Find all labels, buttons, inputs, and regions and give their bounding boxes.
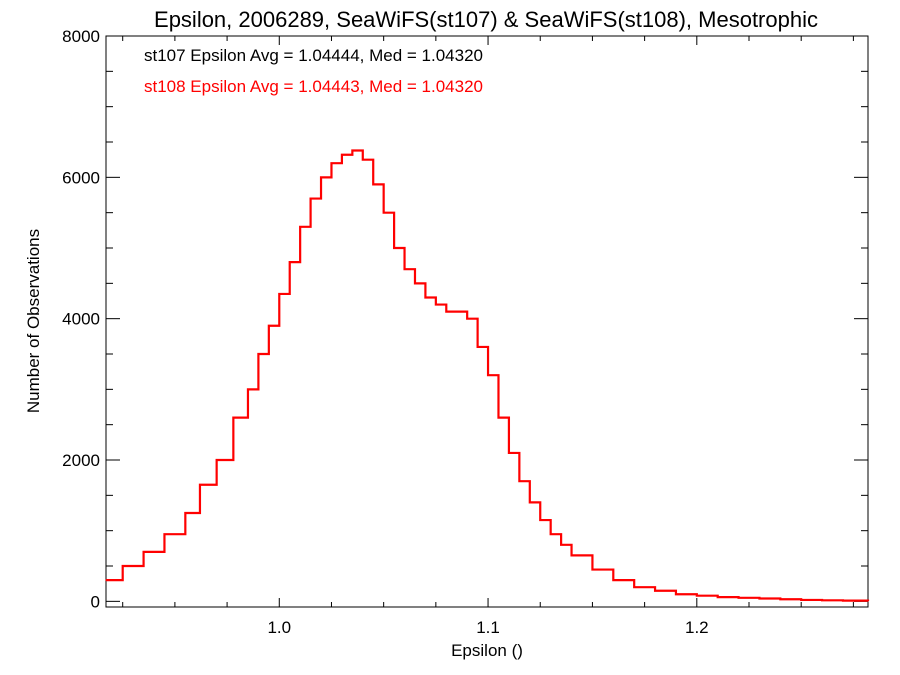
data-point — [414, 282, 416, 284]
y-tick-label: 8000 — [62, 27, 100, 46]
x-tick-label: 1.2 — [685, 618, 709, 637]
data-point — [424, 296, 427, 299]
data-point — [867, 600, 869, 602]
data-point — [184, 512, 186, 514]
data-point — [341, 154, 343, 156]
data-point — [466, 318, 468, 320]
data-point — [330, 162, 333, 164]
data-point — [800, 599, 802, 601]
data-point — [591, 568, 594, 571]
y-tick-label: 4000 — [62, 310, 100, 329]
data-point — [163, 533, 166, 535]
data-point — [737, 597, 740, 599]
data-point — [717, 596, 719, 598]
data-point — [497, 417, 500, 419]
series-line — [106, 149, 870, 602]
data-point — [289, 261, 291, 263]
data-point — [456, 311, 458, 313]
data-point — [351, 149, 353, 152]
y-tick-label: 6000 — [62, 168, 100, 187]
plot-frame — [105, 35, 869, 608]
data-point — [199, 484, 201, 486]
data-point — [758, 597, 761, 600]
x-tick-label: 1.1 — [476, 618, 500, 637]
data-point — [372, 183, 374, 186]
data-point — [105, 579, 107, 581]
data-point — [278, 293, 280, 295]
data-point — [696, 595, 698, 597]
y-axis-label: Number of Observations — [24, 229, 43, 413]
data-point — [216, 459, 218, 461]
x-axis: 1.0 1.1 1.2 — [122, 36, 854, 637]
data-point — [247, 388, 249, 390]
data-point — [518, 480, 520, 482]
data-point — [654, 590, 656, 592]
data-point — [508, 452, 510, 454]
y-axis: 0 2000 4000 6000 8000 — [62, 27, 868, 611]
data-point — [383, 212, 385, 214]
data-point — [821, 599, 823, 601]
x-axis-label: Epsilon () — [451, 641, 523, 660]
data-point — [477, 346, 479, 348]
y-tick-label: 0 — [91, 592, 100, 611]
data-point — [309, 197, 312, 200]
data-point — [393, 247, 395, 249]
data-point — [560, 544, 562, 546]
chart-title: Epsilon, 2006289, SeaWiFS(st107) & SeaWi… — [154, 7, 818, 32]
data-point — [403, 268, 406, 270]
x-tick-label: 1.0 — [267, 618, 291, 637]
data-point — [445, 311, 447, 313]
data-point — [612, 579, 614, 581]
annotation-st107: st107 Epsilon Avg = 1.04444, Med = 1.043… — [144, 46, 483, 65]
data-point — [570, 554, 573, 557]
data-point — [539, 519, 541, 521]
data-point — [320, 176, 322, 178]
data-point — [435, 303, 437, 306]
data-point — [842, 600, 844, 602]
data-point — [232, 417, 234, 419]
data-point — [122, 565, 124, 567]
data-point — [362, 159, 364, 161]
data-point — [257, 353, 259, 355]
data-point — [487, 374, 489, 376]
annotation-st108: st108 Epsilon Avg = 1.04443, Med = 1.043… — [144, 77, 483, 96]
series-layer — [105, 149, 870, 602]
data-point — [142, 551, 145, 553]
data-point — [633, 586, 635, 588]
data-point — [529, 501, 531, 504]
y-tick-label: 2000 — [62, 451, 100, 470]
data-point — [779, 598, 781, 600]
data-point — [675, 593, 677, 595]
data-point — [268, 325, 270, 327]
data-point — [550, 533, 552, 535]
data-point — [299, 226, 301, 228]
